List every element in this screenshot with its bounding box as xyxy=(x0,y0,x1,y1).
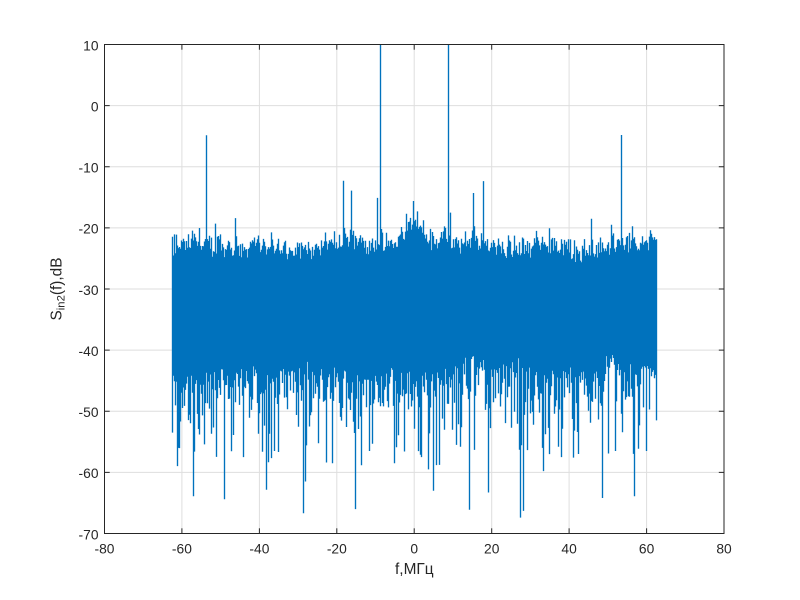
svg-text:80: 80 xyxy=(716,542,732,557)
svg-text:-60: -60 xyxy=(79,466,99,481)
svg-text:Sin2(f),dB: Sin2(f),dB xyxy=(49,258,68,321)
svg-text:-50: -50 xyxy=(79,405,99,420)
svg-text:-40: -40 xyxy=(79,344,99,359)
svg-text:60: 60 xyxy=(639,542,655,557)
svg-text:40: 40 xyxy=(561,542,577,557)
svg-text:-80: -80 xyxy=(95,542,115,557)
svg-text:-10: -10 xyxy=(79,161,99,176)
svg-text:20: 20 xyxy=(484,542,500,557)
svg-text:-40: -40 xyxy=(249,542,269,557)
svg-text:f,МГц: f,МГц xyxy=(395,561,434,578)
svg-text:-30: -30 xyxy=(79,283,99,298)
svg-text:-20: -20 xyxy=(327,542,347,557)
svg-text:10: 10 xyxy=(83,38,99,53)
svg-text:-60: -60 xyxy=(172,542,192,557)
svg-text:0: 0 xyxy=(91,99,99,114)
svg-text:-70: -70 xyxy=(79,527,99,542)
svg-text:0: 0 xyxy=(410,542,418,557)
svg-text:-20: -20 xyxy=(79,222,99,237)
